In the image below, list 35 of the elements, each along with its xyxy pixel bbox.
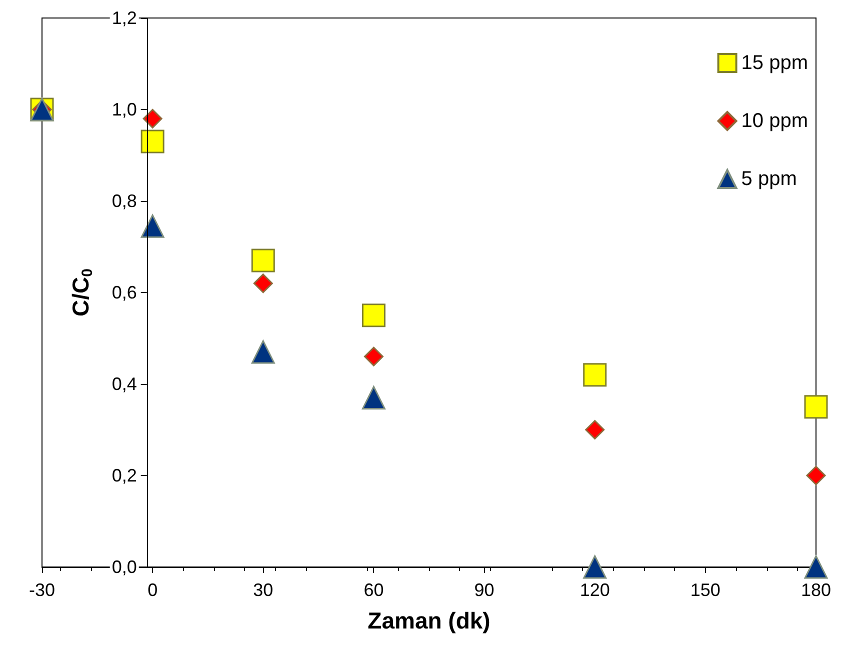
x-tick-label: 150	[690, 580, 720, 600]
x-tick-label: -30	[28, 580, 56, 600]
legend-label: 10 ppm	[741, 110, 808, 132]
point	[140, 130, 164, 154]
point	[583, 363, 607, 387]
x-tick-label: 180	[800, 580, 832, 600]
x-tick-label: 60	[364, 580, 384, 600]
y-tick-label: 1,2	[112, 8, 137, 28]
y-axis-title: C/C0	[67, 268, 96, 316]
x-tick-label: 120	[580, 580, 610, 600]
y-tick-label: 0,2	[112, 466, 137, 486]
point	[583, 555, 607, 579]
legend-label: 5 ppm	[741, 168, 797, 190]
point	[140, 214, 164, 238]
point	[804, 555, 828, 579]
point	[804, 395, 828, 419]
legend-label: 15 ppm	[741, 52, 808, 74]
point	[806, 466, 826, 486]
point	[364, 346, 384, 366]
x-tick-label: 30	[253, 580, 274, 600]
y-tick-label: 0,0	[112, 557, 137, 577]
x-tick-label: 0	[148, 580, 158, 600]
y-tick-label: 0,4	[112, 374, 137, 394]
point	[251, 340, 275, 364]
x-axis-title: Zaman (dk)	[368, 608, 490, 634]
y-tick-label: 0,6	[112, 282, 137, 302]
point	[142, 108, 162, 128]
point	[585, 420, 605, 440]
y-tick-label: 0,8	[112, 191, 137, 211]
point	[362, 386, 386, 410]
point	[253, 274, 273, 294]
point	[362, 304, 386, 328]
x-tick-label: 90	[474, 580, 494, 600]
y-tick-label: 1,0	[112, 100, 137, 120]
point	[251, 248, 275, 272]
